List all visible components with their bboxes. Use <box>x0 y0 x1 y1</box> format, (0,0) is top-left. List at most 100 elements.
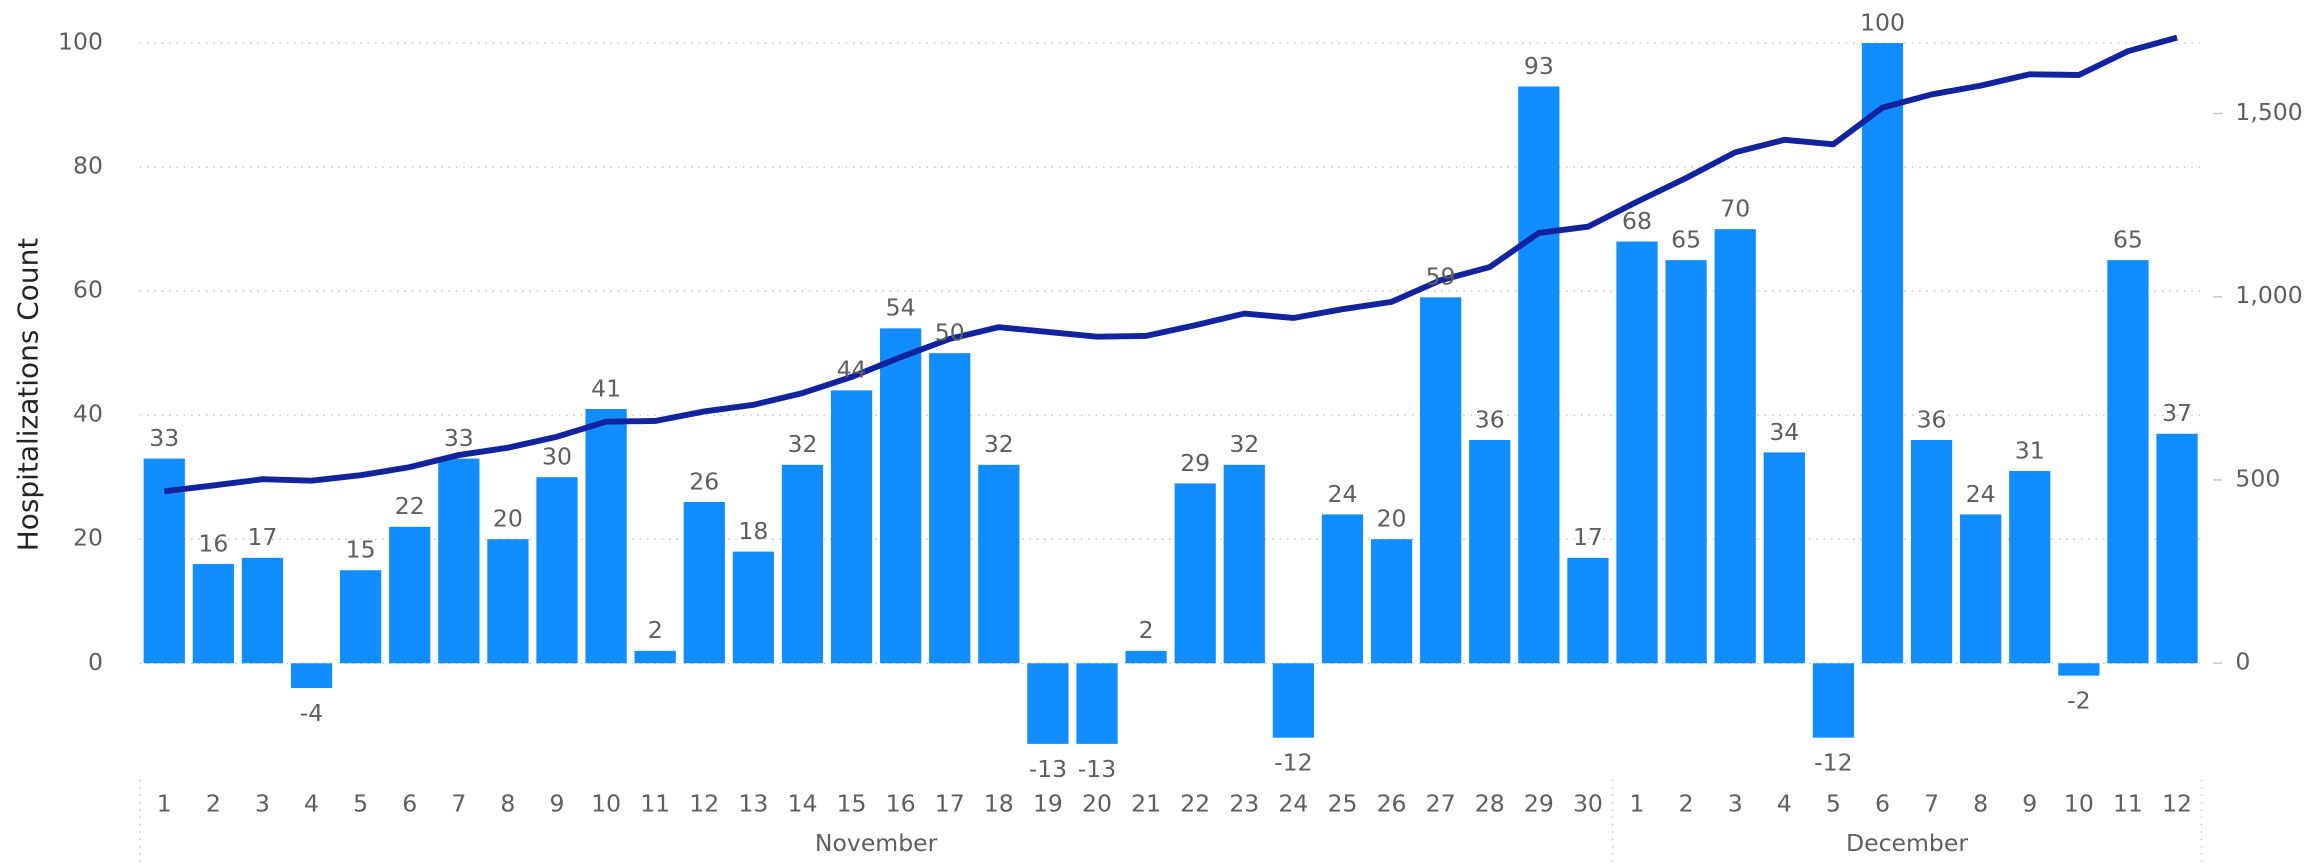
x-tick-label: 5 <box>353 789 368 817</box>
bar <box>1616 241 1658 664</box>
y2-tick-label: 1,000 <box>2235 281 2302 309</box>
x-tick-label: 4 <box>1777 789 1792 817</box>
data-label: 31 <box>2015 436 2045 464</box>
bar <box>143 458 185 664</box>
y-tick-label: 80 <box>73 152 103 180</box>
x-tick-label: 26 <box>1377 789 1407 817</box>
data-label: 18 <box>738 517 768 545</box>
data-label: 2 <box>648 616 663 644</box>
bar <box>241 557 284 664</box>
x-tick-label: 5 <box>1826 789 1841 817</box>
data-label: 17 <box>1573 523 1603 551</box>
x-tick-label: 1 <box>157 789 172 817</box>
bar <box>1174 483 1216 664</box>
data-label: 37 <box>2162 399 2192 427</box>
data-label: 54 <box>886 294 916 322</box>
data-label: 44 <box>837 356 867 384</box>
data-label: -2 <box>2067 687 2090 715</box>
y2-tick-label: 0 <box>2235 648 2250 676</box>
bar <box>634 650 676 664</box>
y-tick-label: 40 <box>73 400 103 428</box>
x-tick-label: 2 <box>1679 789 1694 817</box>
bar <box>978 464 1020 664</box>
bar <box>389 526 431 664</box>
data-label: 65 <box>2113 226 2143 254</box>
x-tick-label: 11 <box>640 789 670 817</box>
data-label: 36 <box>1917 405 1947 433</box>
x-tick-label: 11 <box>2113 789 2143 817</box>
data-label: -4 <box>300 699 323 727</box>
bar <box>290 663 333 689</box>
bar <box>1812 663 1855 738</box>
data-label: 68 <box>1622 207 1652 235</box>
x-tick-label: 23 <box>1229 789 1259 817</box>
data-label: 20 <box>1377 505 1407 533</box>
x-tick-label: 8 <box>500 789 515 817</box>
data-label: -12 <box>1814 749 1852 777</box>
x-tick-label: 21 <box>1131 789 1161 817</box>
x-tick-label: 30 <box>1573 789 1603 817</box>
x-tick-label: 17 <box>935 789 965 817</box>
bar <box>1321 514 1364 664</box>
data-label: 32 <box>1229 430 1259 458</box>
x-tick-label: 6 <box>402 789 417 817</box>
bar <box>1420 297 1462 664</box>
data-label: 33 <box>444 424 474 452</box>
data-label: 29 <box>1180 449 1210 477</box>
data-label: 93 <box>1524 52 1554 80</box>
y-tick-label: 60 <box>73 276 103 304</box>
bar <box>1125 650 1167 664</box>
month-label: November <box>815 829 938 857</box>
x-tick-label: 14 <box>787 789 817 817</box>
bar <box>2009 470 2051 664</box>
x-tick-label: 10 <box>591 789 621 817</box>
bar <box>781 464 824 664</box>
x-tick-label: 3 <box>1728 789 1743 817</box>
data-label: 26 <box>689 467 719 495</box>
x-tick-label: 12 <box>2162 789 2192 817</box>
bar <box>1076 663 1118 744</box>
bar <box>1370 539 1413 664</box>
y2-tick-label: 500 <box>2235 464 2280 492</box>
x-tick-label: 20 <box>1082 789 1112 817</box>
data-label: 17 <box>247 523 277 551</box>
bar <box>1469 439 1511 664</box>
bar <box>1861 43 1904 664</box>
x-tick-label: 28 <box>1475 789 1505 817</box>
data-label: 65 <box>1671 226 1701 254</box>
data-label: -13 <box>1078 755 1116 783</box>
x-tick-label: 12 <box>689 789 719 817</box>
bar <box>1272 663 1314 738</box>
bar <box>830 390 873 664</box>
data-label: 41 <box>591 374 621 402</box>
bar <box>585 408 627 664</box>
bar <box>2156 433 2198 664</box>
data-label: 24 <box>1328 480 1358 508</box>
bar <box>536 477 578 664</box>
data-label: -12 <box>1274 749 1312 777</box>
x-tick-label: 9 <box>550 789 565 817</box>
data-label: 36 <box>1475 405 1505 433</box>
x-tick-label: 15 <box>837 789 867 817</box>
data-label: 50 <box>935 319 965 347</box>
data-label: 32 <box>787 430 817 458</box>
data-label: 20 <box>493 505 523 533</box>
data-label: 15 <box>346 536 376 564</box>
x-tick-label: 7 <box>1924 789 1939 817</box>
bar <box>1665 260 1707 664</box>
bar <box>683 502 725 664</box>
x-tick-label: 22 <box>1180 789 1210 817</box>
data-label: -13 <box>1029 755 1067 783</box>
bar <box>929 353 971 664</box>
x-tick-label: 7 <box>451 789 466 817</box>
bar <box>1910 439 1953 664</box>
data-label: 24 <box>1966 480 1996 508</box>
line <box>163 34 2178 495</box>
x-tick-label: 3 <box>255 789 270 817</box>
bar <box>1763 452 1805 664</box>
data-label: 30 <box>542 443 572 471</box>
data-label: 59 <box>1426 263 1456 291</box>
bar <box>880 328 922 664</box>
bar <box>1027 663 1069 744</box>
